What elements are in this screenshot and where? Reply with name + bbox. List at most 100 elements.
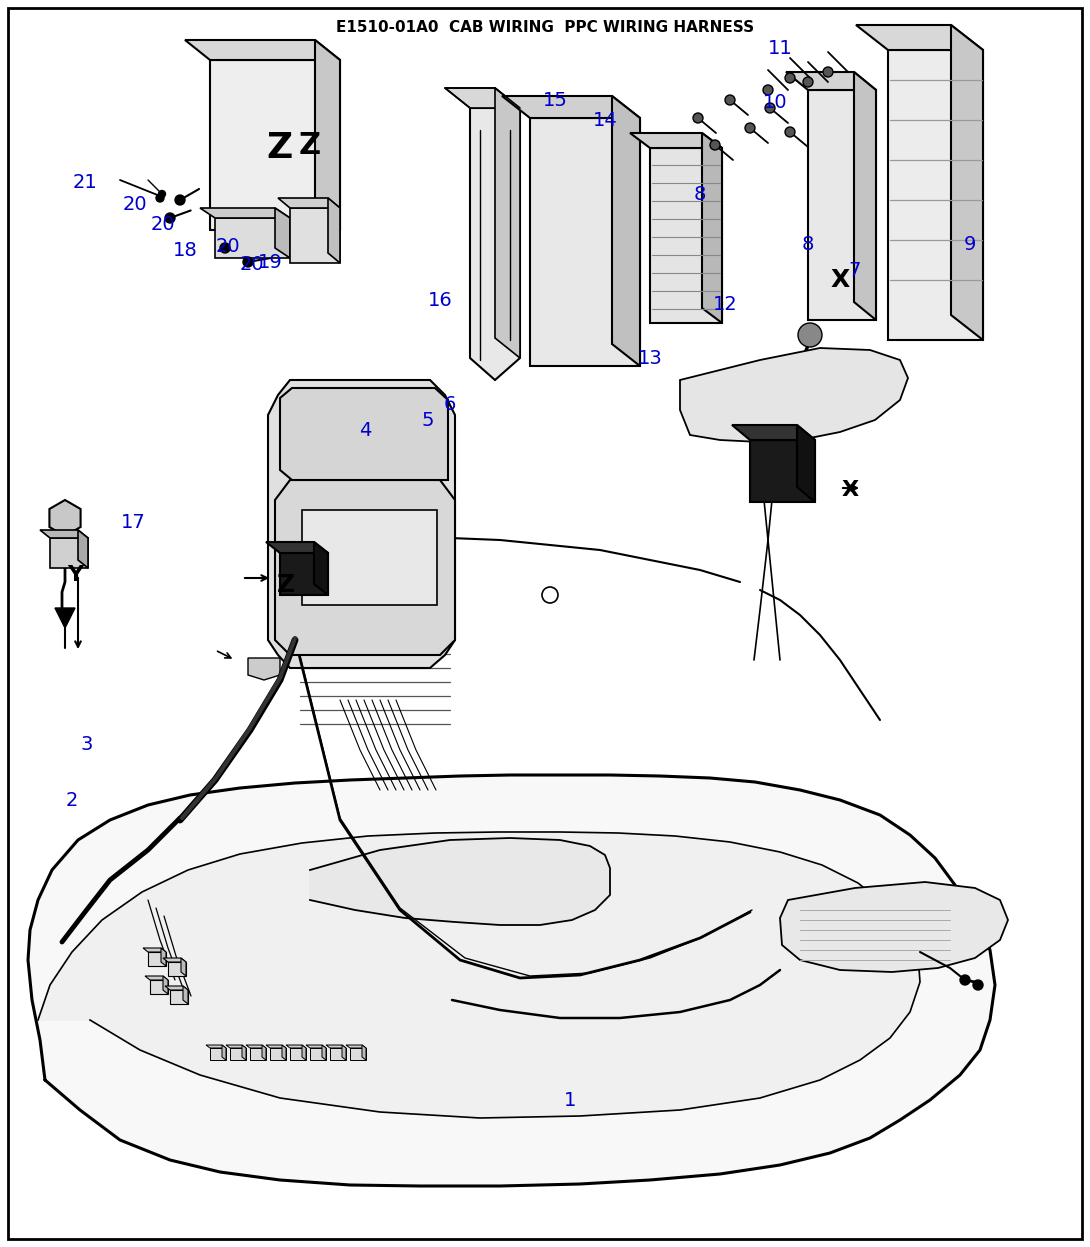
Text: 2: 2: [65, 791, 78, 809]
Polygon shape: [282, 1045, 286, 1060]
Text: 13: 13: [638, 348, 663, 368]
Circle shape: [798, 323, 822, 347]
Polygon shape: [170, 990, 187, 1004]
Text: 10: 10: [763, 92, 787, 111]
Polygon shape: [161, 948, 166, 966]
Polygon shape: [650, 148, 722, 323]
Text: 12: 12: [713, 296, 737, 314]
Polygon shape: [278, 198, 340, 208]
Text: 14: 14: [593, 111, 617, 130]
Polygon shape: [470, 108, 520, 380]
Text: Z: Z: [277, 574, 295, 597]
Text: 8: 8: [694, 186, 706, 205]
Polygon shape: [164, 958, 186, 961]
Polygon shape: [215, 218, 290, 258]
Polygon shape: [50, 537, 88, 567]
Polygon shape: [210, 60, 340, 229]
Polygon shape: [145, 976, 168, 980]
Polygon shape: [502, 96, 640, 118]
Text: Z: Z: [267, 131, 293, 165]
Text: 16: 16: [427, 291, 452, 309]
Polygon shape: [286, 1045, 306, 1047]
Polygon shape: [786, 72, 876, 90]
Polygon shape: [181, 958, 186, 976]
Polygon shape: [270, 1047, 286, 1060]
Text: 19: 19: [257, 253, 282, 273]
Polygon shape: [750, 440, 815, 503]
Circle shape: [693, 113, 703, 123]
Circle shape: [763, 85, 773, 95]
Polygon shape: [495, 89, 520, 358]
Circle shape: [785, 74, 795, 84]
Polygon shape: [226, 1045, 246, 1047]
Text: Z: Z: [299, 131, 322, 160]
Polygon shape: [246, 1045, 266, 1047]
Text: 9: 9: [964, 236, 977, 254]
Polygon shape: [808, 90, 876, 320]
Polygon shape: [28, 774, 995, 1186]
Text: E1510-01A0  CAB WIRING  PPC WIRING HARNESS: E1510-01A0 CAB WIRING PPC WIRING HARNESS: [336, 20, 754, 35]
Circle shape: [220, 243, 230, 253]
Circle shape: [823, 67, 833, 77]
Polygon shape: [206, 1045, 226, 1047]
Polygon shape: [322, 1045, 326, 1060]
Circle shape: [156, 195, 163, 202]
Text: 3: 3: [81, 736, 93, 754]
Polygon shape: [230, 1047, 246, 1060]
Polygon shape: [148, 951, 166, 966]
Polygon shape: [326, 1045, 346, 1047]
Polygon shape: [222, 1045, 226, 1060]
Polygon shape: [302, 1045, 306, 1060]
Bar: [302, 510, 437, 605]
Polygon shape: [262, 1045, 266, 1060]
Polygon shape: [38, 832, 920, 1119]
Circle shape: [765, 104, 775, 113]
Circle shape: [165, 213, 175, 223]
Polygon shape: [330, 1047, 346, 1060]
Circle shape: [243, 257, 253, 267]
Text: 8: 8: [802, 236, 814, 254]
Polygon shape: [290, 1047, 306, 1060]
Text: X: X: [831, 268, 849, 292]
Polygon shape: [266, 1045, 286, 1047]
Polygon shape: [950, 25, 983, 340]
Text: 5: 5: [422, 410, 434, 429]
Polygon shape: [328, 198, 340, 263]
Text: 21: 21: [73, 172, 97, 192]
Polygon shape: [185, 40, 340, 60]
Text: 20: 20: [216, 237, 240, 257]
Polygon shape: [242, 1045, 246, 1060]
Circle shape: [973, 980, 983, 990]
Polygon shape: [530, 118, 640, 367]
Polygon shape: [362, 1045, 366, 1060]
Polygon shape: [350, 1047, 366, 1060]
Polygon shape: [888, 50, 983, 340]
Circle shape: [158, 191, 166, 197]
Text: 20: 20: [240, 256, 264, 274]
Polygon shape: [702, 133, 722, 323]
Polygon shape: [853, 72, 876, 320]
Polygon shape: [275, 480, 455, 655]
Polygon shape: [780, 882, 1008, 971]
Polygon shape: [314, 542, 328, 595]
Circle shape: [803, 77, 813, 87]
Polygon shape: [611, 96, 640, 367]
Circle shape: [725, 95, 735, 105]
Text: 7: 7: [849, 261, 861, 279]
Text: 20: 20: [123, 196, 147, 214]
Polygon shape: [78, 530, 88, 567]
Circle shape: [710, 140, 720, 150]
Polygon shape: [630, 133, 722, 148]
Text: 4: 4: [359, 420, 372, 439]
Polygon shape: [732, 425, 815, 440]
Text: 15: 15: [543, 91, 568, 110]
Text: Y: Y: [66, 565, 83, 585]
Polygon shape: [290, 208, 340, 263]
Circle shape: [744, 123, 755, 133]
Circle shape: [960, 975, 970, 985]
Polygon shape: [168, 961, 186, 976]
Polygon shape: [49, 500, 81, 536]
Polygon shape: [280, 552, 328, 595]
Polygon shape: [165, 986, 187, 990]
Polygon shape: [249, 658, 280, 680]
